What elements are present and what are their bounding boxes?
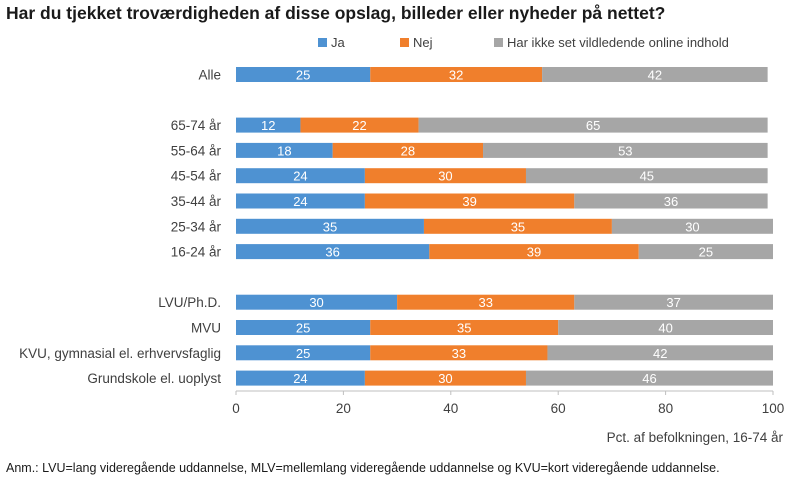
data-label: 28 [401, 143, 415, 158]
bar-segment [483, 142, 768, 158]
bar-segment [418, 117, 768, 133]
legend-swatch [494, 38, 503, 47]
bar-segment [236, 244, 430, 260]
bar-segment [429, 244, 639, 260]
bar-segment [370, 345, 548, 361]
bar-segment [236, 294, 398, 310]
legend-label: Ja [331, 35, 346, 50]
data-label: 45 [640, 169, 654, 184]
category-label: 16-24 år [171, 245, 222, 260]
x-tick-label: 20 [336, 401, 351, 416]
bar-segment [236, 142, 333, 158]
bar-segment [423, 218, 612, 234]
bar-segment [236, 193, 365, 209]
category-label: KVU, gymnasial el. erhvervsfaglig [19, 346, 221, 361]
data-label: 18 [277, 143, 291, 158]
data-label: 39 [527, 245, 541, 260]
bar-segment [370, 320, 559, 335]
bar-segment [611, 218, 773, 234]
data-label: 25 [296, 321, 310, 336]
bar-segment [236, 168, 365, 184]
x-tick-label: 80 [658, 401, 673, 416]
category-label: LVU/Ph.D. [158, 295, 221, 310]
bar-segment [332, 142, 484, 158]
bar-segment [364, 370, 526, 386]
data-label: 25 [699, 245, 713, 260]
legend-label: Har ikke set vildledende online indhold [507, 35, 729, 50]
data-label: 33 [478, 295, 492, 310]
data-label: 53 [618, 143, 632, 158]
data-label: 22 [352, 118, 366, 133]
x-tick-label: 40 [443, 401, 458, 416]
data-label: 65 [586, 118, 600, 133]
data-label: 39 [462, 194, 476, 209]
category-label: 65-74 år [171, 118, 222, 133]
data-label: 33 [452, 346, 466, 361]
bar-segment [236, 67, 371, 82]
data-label: 24 [293, 371, 307, 386]
data-label: 42 [653, 346, 667, 361]
category-label: MVU [191, 321, 221, 336]
bar-segment [236, 218, 424, 234]
bar-segment [574, 294, 773, 310]
bar-segment [364, 193, 575, 209]
category-label: Alle [198, 68, 221, 83]
footnote: Anm.: LVU=lang videregående uddannelse, … [6, 461, 720, 475]
category-label: 45-54 år [171, 169, 222, 184]
bar-segment [236, 345, 371, 361]
bar-segment [525, 370, 773, 386]
bar-segment [236, 320, 371, 335]
data-label: 36 [325, 245, 339, 260]
data-label: 35 [457, 321, 471, 336]
data-label: 42 [648, 68, 662, 83]
category-labels: Alle 65-74 år 55-64 år 45-54 år 35-44 år 25-3… [19, 68, 221, 387]
x-axis-label: Pct. af befolkningen, 16-74 år [607, 430, 784, 445]
data-label: 30 [438, 169, 452, 184]
bar-segment [542, 67, 768, 82]
category-label: Grundskole el. uoplyst [87, 371, 221, 386]
data-label: 46 [642, 371, 656, 386]
data-label: 24 [293, 194, 307, 209]
bar-segment [638, 244, 773, 260]
data-label: 37 [666, 295, 680, 310]
x-tick-label: 100 [762, 401, 785, 416]
data-label: 35 [323, 219, 337, 234]
legend: Ja Nej Har ikke set vildledende online ind… [318, 35, 729, 50]
bar-segment [364, 168, 526, 184]
legend-label: Nej [413, 35, 433, 50]
legend-swatch [318, 38, 327, 47]
data-label: 32 [449, 68, 463, 83]
bar-segment [300, 117, 419, 133]
category-label: 25-34 år [171, 219, 222, 234]
data-label: 36 [664, 194, 678, 209]
category-label: 55-64 år [171, 143, 222, 158]
data-label: 35 [511, 219, 525, 234]
data-label: 30 [685, 219, 699, 234]
bar-segment [574, 193, 768, 209]
bar-segment [397, 294, 575, 310]
x-tick-label: 60 [551, 401, 566, 416]
x-axis: 0 20 40 60 80 100 [232, 390, 785, 416]
bar-segment [236, 117, 301, 133]
bar-segment [525, 168, 768, 184]
data-label: 12 [261, 118, 275, 133]
data-label: 40 [658, 321, 672, 336]
bar-segment [236, 370, 365, 386]
bars: 25 32 42 12 22 65 18 28 53 24 30 45 24 39 36 35 35 30 36 39… [236, 67, 773, 386]
x-tick-label: 0 [232, 401, 240, 416]
data-label: 25 [296, 68, 310, 83]
data-label: 24 [293, 169, 307, 184]
bar-segment [547, 345, 773, 361]
data-label: 25 [296, 346, 310, 361]
legend-swatch [400, 38, 409, 47]
category-label: 35-44 år [171, 194, 222, 209]
data-label: 30 [438, 371, 452, 386]
bar-segment [558, 320, 773, 335]
bar-segment [370, 67, 543, 82]
data-label: 30 [309, 295, 323, 310]
chart-title: Har du tjekket troværdigheden af disse o… [6, 3, 666, 23]
